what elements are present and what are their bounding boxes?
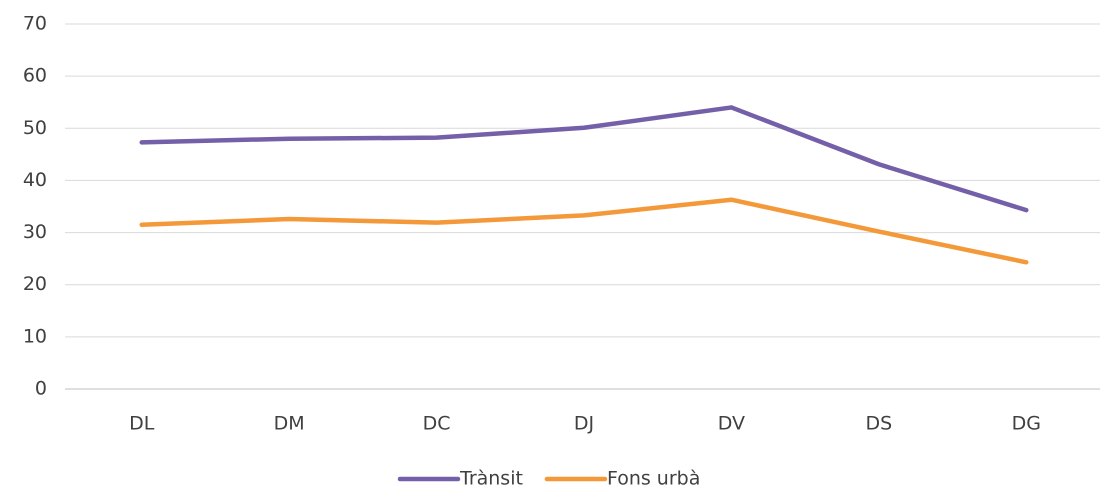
- x-tick-label: DC: [423, 413, 451, 435]
- y-tick-label: 60: [23, 65, 47, 87]
- y-tick-label: 0: [35, 378, 47, 400]
- series-line: [139, 197, 1029, 265]
- x-tick-label: DG: [1012, 413, 1041, 435]
- y-tick-label: 40: [23, 169, 47, 191]
- x-tick-label: DS: [866, 413, 893, 435]
- x-tick-label: DJ: [574, 413, 594, 435]
- y-tick-label: 10: [23, 325, 47, 347]
- x-tick-label: DM: [274, 413, 305, 435]
- y-tick-label: 50: [23, 117, 47, 139]
- y-tick-label: 30: [23, 221, 47, 243]
- x-tick-label: DV: [718, 413, 745, 435]
- y-tick-label: 70: [23, 13, 47, 35]
- x-tick-label: DL: [129, 413, 155, 435]
- series-line: [139, 105, 1029, 213]
- y-tick-label: 20: [23, 273, 47, 295]
- legend-label: Trànsit: [459, 468, 523, 490]
- legend-label: Fons urbà: [607, 468, 700, 490]
